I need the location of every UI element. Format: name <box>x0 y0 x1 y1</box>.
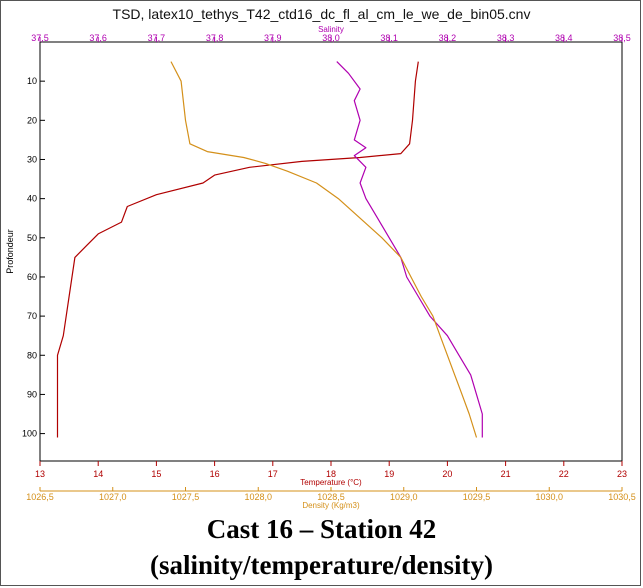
temperature-tick-label: 13 <box>35 469 45 479</box>
salinity-tick-label: 38,1 <box>380 33 398 43</box>
density-tick-label: 1027,5 <box>172 492 200 502</box>
salinity-tick-label: 37,7 <box>148 33 166 43</box>
density-tick-label: 1030,5 <box>608 492 636 502</box>
density-tick-label: 1028,5 <box>317 492 345 502</box>
density-series-line <box>170 61 478 438</box>
tsd-profile-chart: Salinity 37,5 37,6 37,7 37,8 37,9 38,0 38,1 38,2… <box>5 25 636 510</box>
salinity-series-line <box>336 61 483 438</box>
depth-tick-label: 20 <box>27 115 37 125</box>
temperature-tick-label: 16 <box>210 469 220 479</box>
temperature-tick-label: 19 <box>384 469 394 479</box>
density-tick-label: 1029,5 <box>463 492 491 502</box>
density-tick-label: 1026,5 <box>26 492 54 502</box>
depth-tick-label: 50 <box>27 233 37 243</box>
salinity-tick-label: 38,5 <box>613 33 631 43</box>
temperature-tick-label: 15 <box>151 469 161 479</box>
chart-title: TSD, latex10_tethys_T42_ctd16_dc_fl_al_c… <box>112 6 531 22</box>
density-tick-label: 1028,0 <box>244 492 272 502</box>
depth-tick-label: 10 <box>27 76 37 86</box>
depth-tick-label: 90 <box>27 389 37 399</box>
caption-variables: (salinity/temperature/density) <box>150 550 493 580</box>
salinity-tick-label: 38,2 <box>439 33 457 43</box>
depth-tick-label: 30 <box>27 154 37 164</box>
temperature-series-line <box>56 61 419 438</box>
depth-tick-label: 100 <box>22 429 37 439</box>
depth-tick-label: 80 <box>27 350 37 360</box>
temperature-tick-label: 23 <box>617 469 627 479</box>
temperature-tick-label: 20 <box>442 469 452 479</box>
depth-tick-label: 70 <box>27 311 37 321</box>
temperature-tick-label: 18 <box>326 469 336 479</box>
density-tick-label: 1027,0 <box>99 492 127 502</box>
density-tick-label: 1030,0 <box>535 492 563 502</box>
temperature-axis-label: Temperature (°C) <box>300 478 362 487</box>
salinity-tick-label: 37,8 <box>206 33 224 43</box>
temperature-tick-label: 21 <box>501 469 511 479</box>
salinity-tick-label: 38,3 <box>497 33 515 43</box>
caption-station: Cast 16 – Station 42 <box>206 514 437 544</box>
temperature-tick-label: 17 <box>268 469 278 479</box>
depth-tick-label: 60 <box>27 272 37 282</box>
density-axis-label: Density (Kg/m3) <box>302 501 360 510</box>
plot-area <box>39 41 623 462</box>
depth-tick-label: 40 <box>27 194 37 204</box>
temperature-tick-label: 14 <box>93 469 103 479</box>
salinity-axis-label: Salinity <box>318 25 344 34</box>
salinity-tick-label: 38,4 <box>555 33 573 43</box>
depth-axis-label: Profondeur <box>5 229 15 274</box>
density-tick-label: 1029,0 <box>390 492 418 502</box>
salinity-tick-label: 37,5 <box>31 33 49 43</box>
salinity-tick-label: 37,6 <box>89 33 107 43</box>
salinity-tick-label: 38,0 <box>322 33 340 43</box>
temperature-tick-label: 22 <box>559 469 569 479</box>
salinity-tick-label: 37,9 <box>264 33 282 43</box>
